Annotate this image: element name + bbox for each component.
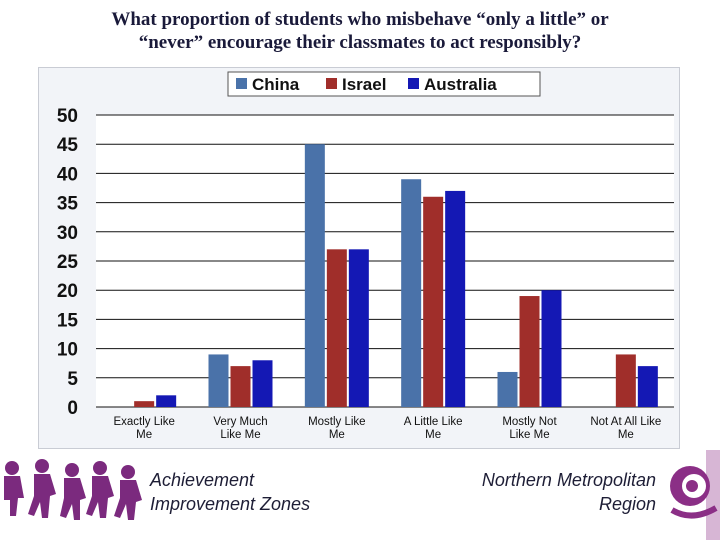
- y-tick-label: 10: [57, 340, 78, 361]
- chart-bars: [134, 144, 658, 407]
- title-line-1: What proportion of students who misbehav…: [111, 9, 609, 30]
- x-tick-label-line: Exactly Like: [113, 416, 174, 428]
- legend-swatch-israel: [326, 78, 337, 89]
- legend-label-china: China: [252, 75, 300, 94]
- bar-china: [497, 371, 518, 407]
- y-tick-label: 40: [57, 164, 78, 185]
- x-tick-label-line: Me: [329, 429, 345, 441]
- bar-australia: [637, 366, 658, 407]
- x-tick-label-line: A Little Like: [404, 416, 463, 428]
- bar-israel: [615, 354, 636, 407]
- x-tick-label: Mostly Not Like Me: [502, 416, 557, 441]
- y-tick-label: 50: [57, 106, 78, 127]
- bar-israel: [423, 196, 444, 407]
- x-tick-label-line: Me: [425, 429, 441, 441]
- y-tick-label: 20: [57, 281, 78, 302]
- bar-china: [208, 354, 229, 407]
- bar-china: [304, 144, 325, 407]
- x-tick-label-line: Like Me: [220, 429, 260, 441]
- x-tick-label-line: Not At All Like: [590, 416, 661, 428]
- bar-israel: [134, 401, 155, 407]
- y-tick-label: 35: [57, 194, 79, 215]
- legend-swatch-australia: [408, 78, 419, 89]
- footer-left-line-2: Improvement Zones: [150, 494, 311, 514]
- y-tick-label: 30: [57, 223, 78, 244]
- x-tick-label: Exactly Like Me: [113, 416, 174, 441]
- x-tick-label-line: Me: [136, 429, 152, 441]
- footer-right-line-2: Region: [598, 494, 656, 514]
- legend-label-israel: Israel: [342, 75, 386, 94]
- bar-israel: [230, 366, 251, 407]
- x-tick-label: Not At All Like Me: [590, 416, 661, 441]
- bar-china: [401, 179, 422, 407]
- y-tick-label: 0: [67, 398, 78, 419]
- x-tick-label-line: Very Much: [213, 416, 267, 428]
- y-tick-label: 45: [57, 135, 79, 156]
- footer-right-line-1: Northern Metropolitan: [481, 470, 656, 490]
- x-tick-label-line: Mostly Not: [502, 416, 557, 428]
- bar-australia: [252, 360, 273, 407]
- x-tick-label-line: Mostly Like: [308, 416, 366, 428]
- bar-australia: [445, 190, 466, 407]
- footer-left-line-1: Achievement: [150, 470, 255, 490]
- chart-legend: China Israel Australia: [227, 71, 541, 97]
- x-tick-label: A Little Like Me: [404, 416, 463, 441]
- footer-right-text: Northern Metropolitan Region: [420, 468, 656, 516]
- title-line-2: “never” encourage their classmates to ac…: [138, 32, 582, 53]
- y-tick-label: 25: [57, 252, 79, 273]
- footer-left-text: Achievement Improvement Zones: [150, 468, 350, 516]
- legend-label-australia: Australia: [424, 75, 497, 94]
- page-title: What proportion of students who misbehav…: [20, 8, 700, 54]
- bar-australia: [348, 249, 369, 407]
- chart-gridlines: [96, 114, 674, 408]
- children-silhouette-logo: [4, 459, 142, 520]
- x-tick-label: Very Much Like Me: [213, 416, 267, 441]
- legend-box: [227, 71, 541, 97]
- y-tick-label: 5: [67, 369, 78, 390]
- y-tick-label: 15: [57, 310, 79, 331]
- y-axis-ticks: 0 5 10 15 20 25 30 35 40 45 50: [57, 106, 79, 419]
- x-tick-label-line: Me: [618, 429, 634, 441]
- x-tick-label: Mostly Like Me: [308, 416, 366, 441]
- bar-australia: [156, 395, 177, 407]
- region-swirl-logo: [670, 450, 720, 540]
- legend-swatch-china: [236, 78, 247, 89]
- bar-australia: [541, 290, 562, 407]
- bar-israel: [326, 249, 347, 407]
- bar-israel: [519, 296, 540, 407]
- x-tick-label-line: Like Me: [509, 429, 549, 441]
- bar-chart: China Israel Australia 0 5 10 15 20 25 30 35 40 45 5…: [57, 71, 674, 441]
